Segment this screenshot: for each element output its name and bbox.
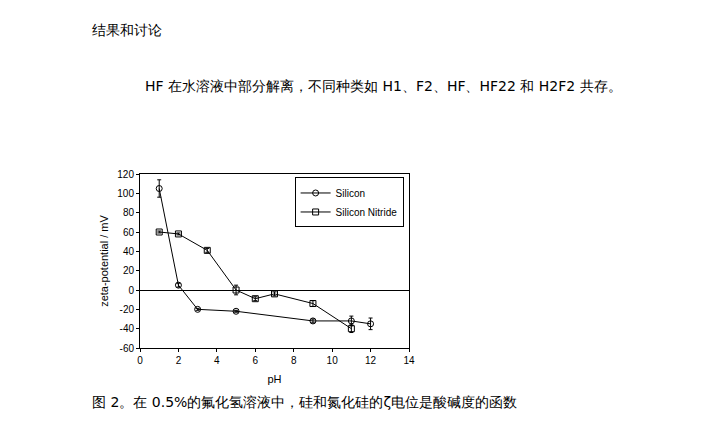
svg-text:zeta-potential / mV: zeta-potential / mV: [98, 214, 110, 306]
svg-text:-20: -20: [120, 304, 135, 315]
svg-text:0: 0: [137, 355, 143, 366]
svg-text:6: 6: [253, 355, 259, 366]
svg-text:100: 100: [117, 188, 134, 199]
svg-text:120: 120: [117, 169, 134, 180]
svg-text:12: 12: [365, 355, 377, 366]
html-text:HF 在水溶液中部分解离，不同种类如 H1、F2、HF、HF: HF 在水溶液中部分解离，不同种类如 H1、F2、HF、HF22 和 H2F2 …: [145, 78, 622, 94]
svg-text:4: 4: [214, 355, 220, 366]
html-text:图 2。在 0.5%的氟化氢溶液中，硅和氮化硅的ζ电位是酸碱: 图 2。在 0.5%的氟化氢溶液中，硅和氮化硅的ζ电位是酸碱度的函数: [92, 394, 517, 410]
svg-text:-40: -40: [120, 323, 135, 334]
html-text:结果和讨论: 结果和讨论: [92, 22, 162, 38]
svg-text:Silicon: Silicon: [336, 188, 365, 199]
svg-text:-60: -60: [120, 343, 135, 354]
svg-text:80: 80: [123, 207, 135, 218]
svg-text:14: 14: [403, 355, 415, 366]
svg-text:10: 10: [327, 355, 339, 366]
svg-text:2: 2: [176, 355, 182, 366]
svg-text:8: 8: [291, 355, 297, 366]
svg-text:20: 20: [123, 265, 135, 276]
svg-text:pH: pH: [267, 373, 281, 385]
svg-text:40: 40: [123, 246, 135, 257]
svg-text:Silicon Nitride: Silicon Nitride: [336, 207, 398, 218]
svg-text:60: 60: [123, 227, 135, 238]
svg-text:0: 0: [128, 285, 134, 296]
